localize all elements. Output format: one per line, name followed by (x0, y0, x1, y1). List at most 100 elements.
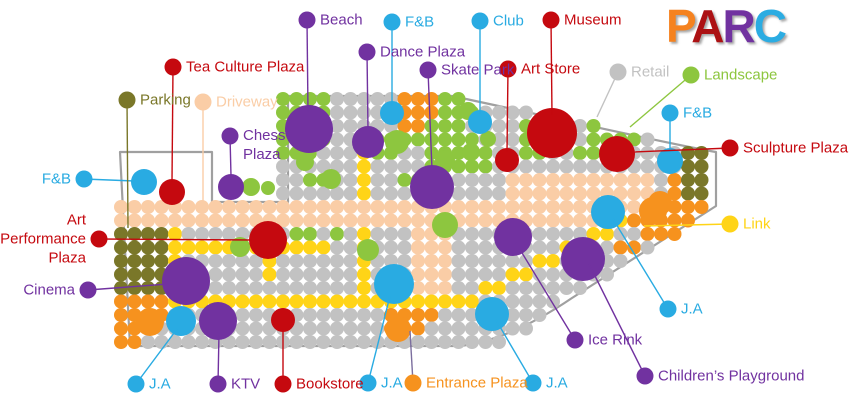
map-dot-peach (627, 200, 641, 214)
map-dot-gray (330, 186, 344, 201)
map-dot-orange (397, 92, 412, 106)
map-dot-peach (195, 213, 209, 228)
map-dot-gray (316, 254, 331, 268)
callout-dot-ja-right (659, 300, 677, 318)
map-dot-gray (465, 240, 479, 255)
callout-line-ktv (217, 332, 220, 385)
feature-circle-blue (475, 297, 509, 331)
map-dot-gray (465, 281, 479, 295)
callout-dot-ja-left (127, 375, 145, 393)
map-dot-gray (303, 335, 317, 349)
map-dot-green (397, 173, 412, 187)
map-dot-peach (411, 254, 425, 268)
map-dot-peach (451, 200, 466, 214)
map-dot-gray (316, 335, 331, 349)
map-dot-gray (532, 267, 547, 282)
map-dot-gray (249, 281, 263, 295)
map-dot-yellow (316, 240, 331, 255)
map-dot-yellow (195, 240, 209, 255)
map-dot-peach (546, 200, 560, 214)
map-dot-olive (141, 254, 155, 268)
callout-dot-art-performance-plaza (90, 230, 108, 248)
map-dot-gray (411, 335, 425, 349)
map-dot-peach (249, 200, 263, 214)
map-dot-gray (438, 308, 452, 322)
map-dot-gray (343, 92, 358, 106)
map-dot-gray (519, 321, 533, 336)
map-dot-gray (478, 227, 493, 241)
map-dot-gray (330, 267, 344, 282)
map-dot-peach (357, 213, 371, 228)
map-dot-gray (559, 159, 574, 174)
map-dot-yellow (168, 227, 182, 241)
map-dot-peach (532, 200, 547, 214)
map-dot-peach (411, 213, 425, 228)
map-dot-peach (613, 173, 628, 187)
map-dot-orange (114, 294, 128, 309)
map-dot-green (276, 105, 290, 120)
map-dot-peach (438, 267, 452, 282)
map-dot-peach (559, 213, 574, 228)
map-dot-gray (465, 254, 479, 268)
map-dot-orange (667, 186, 682, 201)
map-dot-gray (316, 321, 331, 336)
callout-line-landscape (629, 74, 692, 128)
map-dot-gray (168, 335, 182, 349)
map-dot-gray (559, 227, 574, 241)
map-dot-peach (532, 173, 547, 187)
logo-letter-0: P (666, 0, 693, 52)
callout-line-ja-mid (495, 319, 534, 384)
map-dot-gray (397, 227, 412, 241)
map-dot-gray (330, 321, 344, 336)
callout-dot-ja-mid (524, 374, 542, 392)
label-art-performance-plaza-line: Performance (0, 230, 86, 248)
map-dot-gray (330, 105, 344, 120)
map-dot-orange (127, 335, 142, 349)
label-fnb-left: F&B (42, 170, 71, 189)
map-dot-gray (546, 281, 560, 295)
map-dot-gray (235, 281, 250, 295)
map-dot-peach (424, 240, 439, 255)
map-dot-peach (411, 240, 425, 255)
map-dot-gray (424, 335, 439, 349)
map-dot-green (519, 146, 533, 160)
map-dot-gray (249, 321, 263, 336)
map-dot-green (465, 132, 479, 147)
map-dot-gray (330, 92, 344, 106)
feature-circle-purple (199, 302, 237, 340)
map-dot-peach (195, 200, 209, 214)
feature-circle-purple (352, 126, 384, 158)
map-dot-gray (492, 254, 506, 268)
map-dot-olive (127, 281, 142, 295)
map-dot-green (451, 146, 466, 160)
label-ja-right-line: J.A (681, 300, 703, 318)
map-dot-peach (478, 213, 493, 228)
callout-line-ja-left (135, 328, 178, 385)
map-dot-orange (654, 227, 668, 241)
feature-circle-green (261, 181, 275, 195)
map-dot-green (438, 105, 452, 120)
map-dot-yellow (600, 227, 614, 241)
map-dot-gray (316, 308, 331, 322)
feature-circle-blue (166, 306, 196, 336)
map-dot-olive (154, 254, 169, 268)
map-dot-olive (127, 254, 142, 268)
map-dot-gray (478, 267, 493, 282)
map-dot-gray (222, 335, 236, 349)
map-dot-peach (573, 200, 587, 214)
map-dot-gray (343, 335, 358, 349)
map-dot-yellow (478, 281, 493, 295)
map-dot-gray (289, 173, 304, 187)
map-dot-gray (303, 267, 317, 282)
map-dot-gray (384, 240, 398, 255)
map-dot-orange (667, 213, 682, 228)
callout-dot-tea-culture-plaza (164, 58, 182, 76)
map-dot-peach (438, 281, 452, 295)
map-dot-gray (424, 321, 439, 336)
map-dot-peach (330, 200, 344, 214)
feature-circle-blue (380, 101, 404, 125)
map-dot-gray (330, 240, 344, 255)
map-dot-peach (438, 240, 452, 255)
callout-line-beach (306, 19, 309, 113)
map-dot-gray (478, 173, 493, 187)
